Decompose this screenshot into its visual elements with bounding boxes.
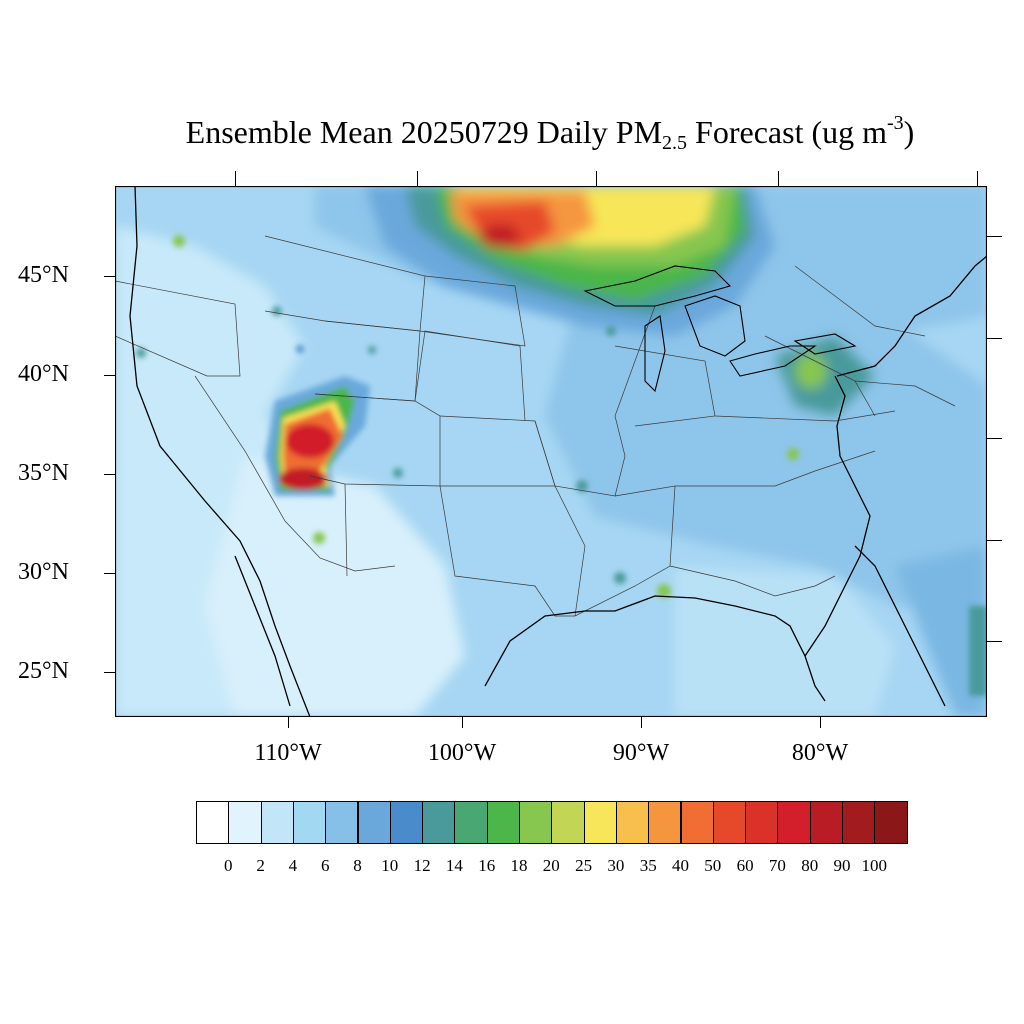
colorbar-swatch: [648, 801, 682, 844]
hotspot-seattle: [173, 235, 185, 247]
colorbar-label: 12: [413, 856, 431, 875]
map-frame: [115, 186, 987, 717]
lat-label-45: 45°N: [18, 262, 69, 288]
colorbar-swatch: [842, 801, 876, 844]
lat-label-25: 25°N: [18, 658, 69, 684]
colorbar-label: 70: [768, 856, 786, 875]
colorbar-swatch: [874, 801, 908, 844]
low-concentration-southwest: [205, 456, 465, 717]
hotspot-newmexico: [313, 532, 325, 544]
colorbar-swatch: [292, 801, 327, 844]
colorbar-label: 100: [861, 856, 888, 875]
lon-tick: [462, 717, 463, 728]
lon-label-100: 100°W: [427, 740, 497, 766]
colorbar-swatch: [809, 801, 843, 844]
great-lakes: [583, 265, 857, 393]
plume-core: [480, 224, 520, 248]
fire-red-north: [286, 424, 334, 458]
colorbar-swatch: [745, 801, 779, 844]
colorbar-swatch: [519, 801, 553, 844]
colorbar-label: 14: [445, 856, 463, 875]
colorbar-swatch: [454, 801, 488, 844]
colorbar: [196, 801, 908, 845]
top-tick: [977, 171, 978, 186]
coastline: [129, 186, 987, 717]
colorbar-swatch: [712, 801, 747, 844]
colorbar-label: 10: [381, 856, 399, 875]
top-tick: [235, 171, 236, 186]
colorbar-label: 0: [224, 856, 233, 875]
fire-red-south: [279, 468, 327, 490]
right-tick: [987, 641, 1002, 642]
low-concentration-gulf: [675, 566, 895, 717]
lat-tick: [104, 474, 115, 475]
hotspot-texas: [393, 468, 403, 478]
colorbar-swatch: [583, 801, 617, 844]
lon-label-110: 110°W: [254, 740, 322, 766]
lat-tick: [104, 276, 115, 277]
pm25-map: [115, 186, 987, 717]
colorbar-label: 40: [672, 856, 689, 875]
state-boundaries: [115, 235, 956, 617]
atlantic-edge: [969, 606, 987, 696]
colorbar-swatch: [228, 801, 262, 844]
lon-tick: [641, 717, 642, 728]
colorbar-label: 25: [575, 856, 593, 875]
colorbar-label: 4: [288, 856, 298, 875]
colorbar-swatch: [422, 801, 456, 844]
colorbar-swatch: [260, 801, 294, 844]
hotspot-arkansas: [576, 480, 588, 492]
hotspot-wyoming: [368, 346, 376, 354]
hotspot-michigan: [606, 326, 616, 336]
right-tick: [987, 438, 1002, 439]
colorbar-label: 50: [704, 856, 722, 875]
right-tick: [987, 540, 1002, 541]
lat-tick: [104, 672, 115, 673]
colorbar-swatch: [389, 801, 424, 844]
hotspot-montana: [296, 345, 304, 353]
colorbar-label: 90: [833, 856, 851, 875]
colorbar-label: 20: [542, 856, 560, 875]
lat-tick: [104, 375, 115, 376]
lat-label-35: 35°N: [18, 460, 69, 486]
colorbar-swatch: [486, 801, 520, 844]
colorbar-label: 30: [607, 856, 625, 875]
northeast-haze-core: [795, 353, 827, 389]
hotspot-louisiana-2: [657, 584, 671, 598]
hotspot-louisiana-1: [614, 572, 626, 584]
hotspot-idaho: [272, 306, 282, 316]
hotspot-tennessee: [787, 448, 799, 460]
hotspot-california: [136, 348, 146, 358]
colorbar-swatch: [551, 801, 585, 844]
colorbar-label: 80: [801, 856, 819, 875]
lon-label-80: 80°W: [791, 740, 849, 766]
colorbar-label: 8: [353, 856, 362, 875]
colorbar-swatch: [196, 801, 230, 844]
top-tick: [417, 171, 418, 186]
colorbar-swatch: [357, 801, 391, 844]
map-title: Ensemble Mean 20250729 Daily PM2.5 Forec…: [185, 112, 915, 154]
lat-tick: [104, 573, 115, 574]
right-tick: [987, 338, 1002, 339]
colorbar-label: 18: [510, 856, 528, 875]
top-tick: [596, 171, 597, 186]
colorbar-swatch: [680, 801, 714, 844]
colorbar-label: 60: [736, 856, 754, 875]
colorbar-swatch: [325, 801, 359, 844]
right-tick: [987, 236, 1002, 237]
lat-label-40: 40°N: [18, 361, 69, 387]
moderate-concentration-east: [545, 296, 987, 606]
coastal-band: [895, 546, 987, 717]
lat-label-30: 30°N: [18, 559, 69, 585]
colorbar-label: 6: [320, 856, 330, 875]
colorbar-label: 16: [478, 856, 496, 875]
colorbar-label: 35: [639, 856, 657, 875]
colorbar-label: 2: [256, 856, 265, 875]
lon-tick: [288, 717, 289, 728]
lon-label-90: 90°W: [612, 740, 670, 766]
top-tick: [778, 171, 779, 186]
colorbar-swatch: [615, 801, 650, 844]
lon-tick: [820, 717, 821, 728]
colorbar-swatch: [777, 801, 811, 844]
